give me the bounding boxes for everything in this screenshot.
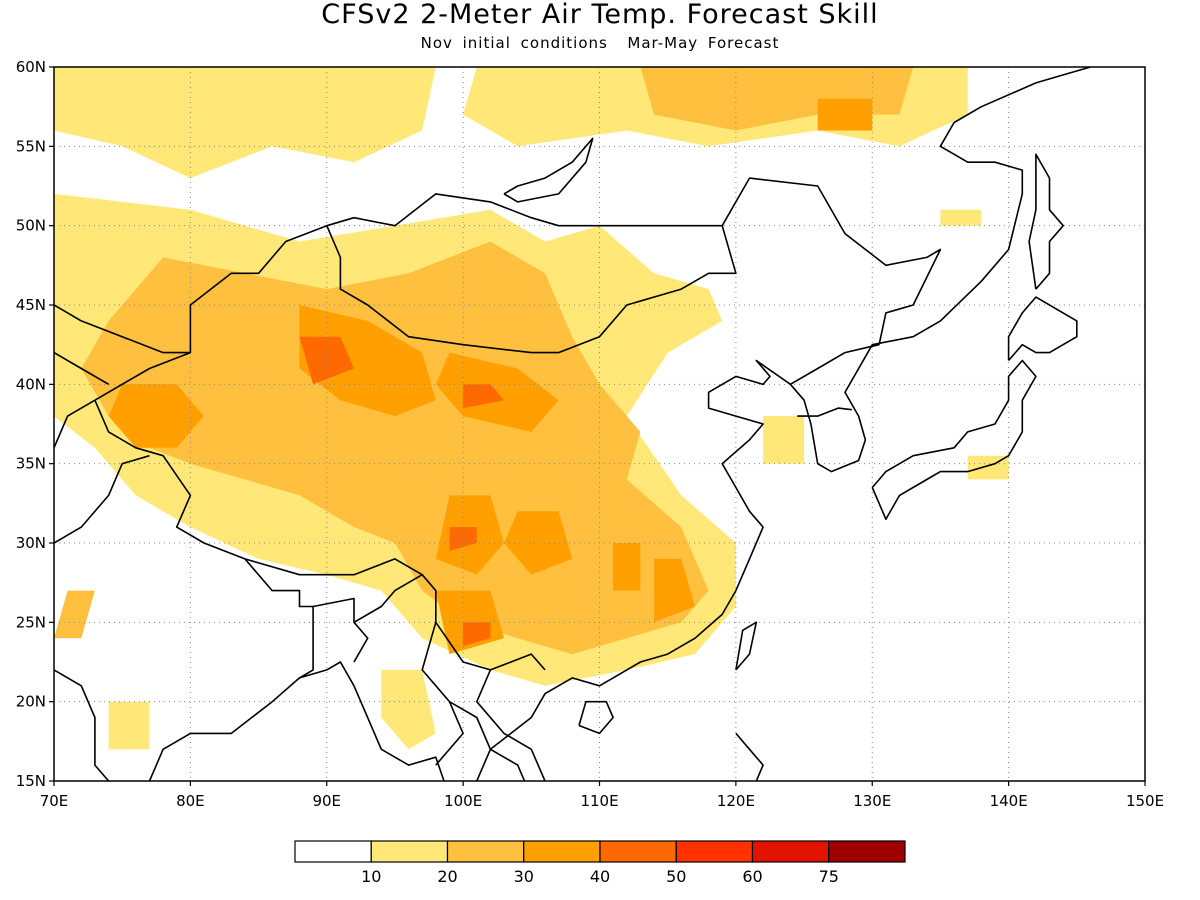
country-border-2: [94, 399, 546, 671]
colorbar-label-40: 40: [590, 867, 610, 886]
coastline-9: [503, 137, 594, 203]
lon-label-100E: 100E: [444, 792, 482, 810]
lat-label-15N: 15N: [16, 772, 46, 790]
skill-region-13: [108, 384, 204, 448]
country-border-0: [94, 177, 942, 401]
colorbar-legend: 10 20 30 40 50 60 75: [294, 840, 906, 886]
colorbar-bin-4: [599, 840, 677, 863]
skill-region-20: [299, 336, 354, 385]
skill-region-19: [817, 98, 873, 131]
lat-label-55N: 55N: [16, 137, 46, 155]
colorbar-label-50: 50: [666, 867, 686, 886]
colorbar-bin-2: [446, 840, 525, 863]
coastline-5: [1028, 153, 1064, 290]
colorbar-bin-6: [751, 840, 830, 863]
skill-region-3: [381, 669, 436, 750]
skill-region-10: [54, 590, 95, 639]
skill-region-11: [299, 305, 436, 417]
lon-label-140E: 140E: [990, 792, 1028, 810]
skill-shading-layer: [54, 67, 1009, 750]
chart-subtitle: Nov initial conditions Mar-May Forecast: [0, 34, 1200, 52]
colorbar-bin-5: [675, 840, 754, 863]
country-border-1: [326, 225, 737, 354]
colorbar-label-75: 75: [819, 867, 839, 886]
lat-label-35N: 35N: [16, 455, 46, 473]
coastline-8: [735, 732, 764, 781]
lat-label-20N: 20N: [16, 693, 46, 711]
axis-ticks: 70E 80E 90E 100E 110E 120E 130E 140E 150E 15N 20N 2…: [16, 58, 1164, 810]
coastline-border-layer: [54, 67, 1091, 781]
skill-region-22: [449, 527, 477, 551]
subtitle-initial-conditions: Nov initial conditions: [420, 34, 608, 52]
skill-region-15: [504, 511, 573, 575]
lat-label-30N: 30N: [16, 534, 46, 552]
lat-label-50N: 50N: [16, 217, 46, 235]
country-border-6: [299, 606, 314, 679]
country-border-4: [54, 454, 150, 544]
colorbar-label-10: 10: [361, 867, 381, 886]
skill-region-21: [463, 384, 504, 409]
country-border-3: [54, 399, 96, 449]
lon-label-150E: 150E: [1126, 792, 1164, 810]
colorbar-bin-0: [294, 840, 372, 863]
skill-region-5: [763, 416, 805, 464]
country-border-10: [449, 701, 526, 781]
skill-region-7: [940, 209, 982, 226]
skill-region-4: [108, 701, 150, 750]
lat-label-25N: 25N: [16, 613, 46, 631]
colorbar-label-60: 60: [742, 867, 762, 886]
lon-label-70E: 70E: [40, 792, 69, 810]
lon-label-90E: 90E: [312, 792, 341, 810]
coastline-2: [476, 67, 1091, 781]
colorbar-label-30: 30: [514, 867, 534, 886]
lat-label-45N: 45N: [16, 296, 46, 314]
lat-label-60N: 60N: [16, 58, 46, 76]
colorbar-bin-3: [523, 840, 601, 863]
lon-label-110E: 110E: [580, 792, 618, 810]
lat-label-40N: 40N: [16, 375, 46, 393]
lon-label-80E: 80E: [176, 792, 205, 810]
colorbar-bin-1: [370, 840, 449, 863]
colorbar-bin-7: [828, 840, 906, 863]
skill-region-23: [463, 622, 491, 647]
coastline-4: [1007, 296, 1078, 362]
chart-title: CFSv2 2-Meter Air Temp. Forecast Skill: [321, 0, 879, 30]
country-border-14: [797, 407, 852, 417]
country-border-9: [475, 669, 546, 781]
country-border-7: [353, 574, 423, 623]
country-border-13: [789, 343, 880, 385]
coastline-0: [54, 669, 110, 781]
skill-region-9: [640, 67, 914, 131]
subtitle-forecast-period: Mar-May Forecast: [627, 34, 780, 52]
skill-region-16: [613, 543, 641, 591]
skill-region-0: [54, 67, 436, 179]
coastline-6: [735, 621, 758, 671]
country-border-11: [54, 304, 191, 354]
country-border-12: [54, 351, 110, 385]
coastline-7: [578, 700, 614, 735]
lon-label-130E: 130E: [853, 792, 891, 810]
skill-region-18: [654, 558, 695, 623]
lon-label-120E: 120E: [717, 792, 755, 810]
coastline-3: [871, 359, 1037, 521]
coastline-1: [148, 661, 445, 781]
colorbar-label-20: 20: [437, 867, 457, 886]
